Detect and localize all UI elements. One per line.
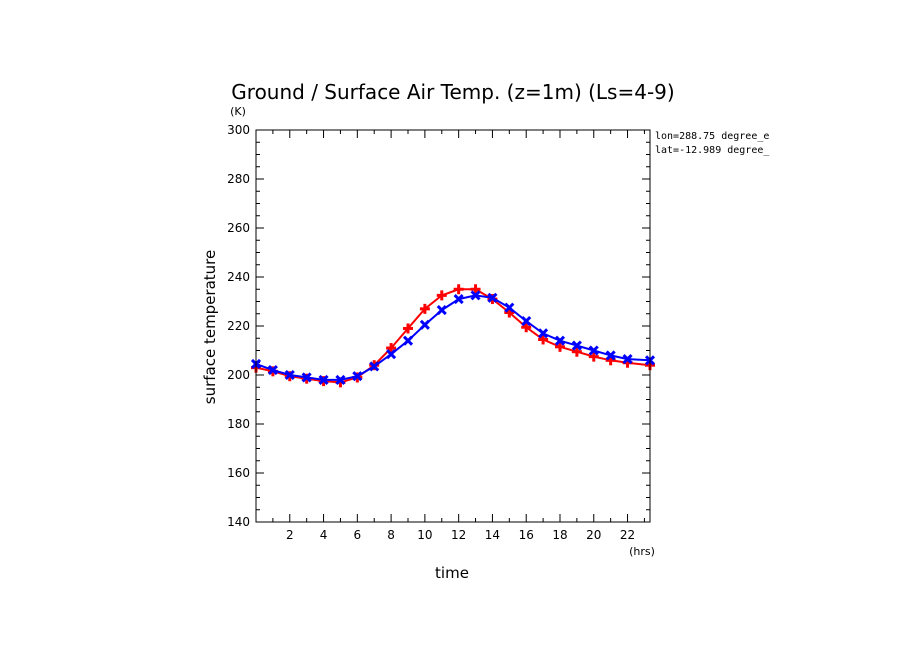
- y-unit-label: (K): [230, 105, 246, 118]
- marker-stroke: [453, 293, 464, 305]
- marker-stroke: [538, 328, 549, 339]
- series-2-point: [267, 365, 278, 376]
- y-tick-label: 140: [227, 515, 250, 529]
- series-1-point: [588, 351, 599, 362]
- series-2-point: [605, 350, 616, 361]
- marker-stroke: [470, 290, 481, 301]
- series-2-point: [588, 345, 599, 356]
- series-2-point: [402, 335, 414, 346]
- y-tick-label: 240: [227, 270, 250, 284]
- series-2-point: [487, 292, 498, 303]
- series-1-point: [470, 284, 481, 295]
- series-1-point: [453, 284, 464, 295]
- x-tick-label: 2: [286, 528, 294, 542]
- x-tick-label: 6: [354, 528, 362, 542]
- x-tick-label: 8: [387, 528, 395, 542]
- series-2-line: [255, 294, 651, 381]
- series-2-point: [538, 328, 549, 339]
- marker-stroke: [301, 372, 312, 383]
- series-2-point: [554, 335, 566, 346]
- y-tick-label: 180: [227, 417, 250, 431]
- x-tick-label: 10: [417, 528, 432, 542]
- x-tick-label: 16: [519, 528, 534, 542]
- x-tick-label: 18: [552, 528, 567, 542]
- marker-stroke: [419, 319, 430, 330]
- series-1-point: [538, 334, 549, 345]
- series-1-point: [436, 290, 447, 301]
- x-unit-label: (hrs): [629, 545, 655, 558]
- series-2-point: [571, 340, 582, 351]
- annotation-lat: lat=-12.989 degree_: [655, 145, 770, 156]
- annotation-lon: lon=288.75 degree_e: [655, 131, 769, 142]
- marker-stroke: [504, 302, 515, 313]
- marker-stroke: [436, 305, 447, 316]
- y-axis-title: surface temperature: [201, 250, 219, 405]
- marker-stroke: [369, 361, 380, 372]
- y-tick-label: 200: [227, 368, 250, 382]
- marker-stroke: [588, 345, 599, 356]
- marker-stroke: [521, 316, 532, 327]
- marker-stroke: [571, 340, 582, 351]
- y-tick-label: 300: [227, 123, 250, 137]
- series-2-point: [504, 302, 515, 313]
- x-tick-label: 14: [485, 528, 500, 542]
- marker-stroke: [318, 374, 329, 385]
- series-layer: [250, 284, 656, 388]
- x-tick-label: 4: [320, 528, 328, 542]
- x-tick-label: 20: [586, 528, 601, 542]
- chart-title: Ground / Surface Air Temp. (z=1m) (Ls=4-…: [231, 80, 674, 104]
- series-2-point: [352, 371, 363, 382]
- series-2-point: [335, 374, 346, 385]
- x-axis-title: time: [435, 564, 469, 582]
- marker-stroke: [335, 374, 346, 385]
- series-2-point: [284, 369, 295, 381]
- series-1-point: [521, 322, 532, 333]
- series-2-point: [369, 361, 380, 372]
- series-2-point: [301, 372, 312, 383]
- y-tick-label: 220: [227, 319, 250, 333]
- marker-stroke: [352, 371, 363, 382]
- series-2-point: [521, 316, 532, 327]
- marker-stroke: [386, 349, 397, 360]
- series-2-point: [622, 354, 633, 365]
- series-2-point: [419, 319, 430, 330]
- series-2-point: [386, 349, 397, 360]
- series-1-point: [419, 303, 430, 314]
- x-tick-label: 12: [451, 528, 466, 542]
- marker-stroke: [402, 335, 414, 346]
- series-2-point: [436, 305, 447, 316]
- axes: 140 160 180 200 220 240 260 280 300 2 4 6 8 10 12 14 16 1…: [227, 123, 650, 542]
- marker-stroke: [487, 292, 498, 303]
- y-tick-label: 280: [227, 172, 250, 186]
- plot-frame: [255, 129, 651, 523]
- series-1-point: [571, 346, 582, 357]
- marker-stroke: [605, 350, 616, 361]
- series-1-point: [386, 343, 397, 354]
- marker-stroke: [554, 335, 566, 346]
- marker-stroke: [267, 365, 278, 376]
- series-1-point: [402, 323, 413, 334]
- series-2-point: [453, 293, 464, 305]
- marker-stroke: [622, 354, 633, 365]
- series-2-point: [318, 374, 329, 385]
- y-tick-label: 260: [227, 221, 250, 235]
- series-2-point: [470, 290, 481, 301]
- y-tick-label: 160: [227, 466, 250, 480]
- x-tick-label: 22: [620, 528, 635, 542]
- marker-stroke: [284, 369, 295, 381]
- series-1-point: [554, 341, 565, 352]
